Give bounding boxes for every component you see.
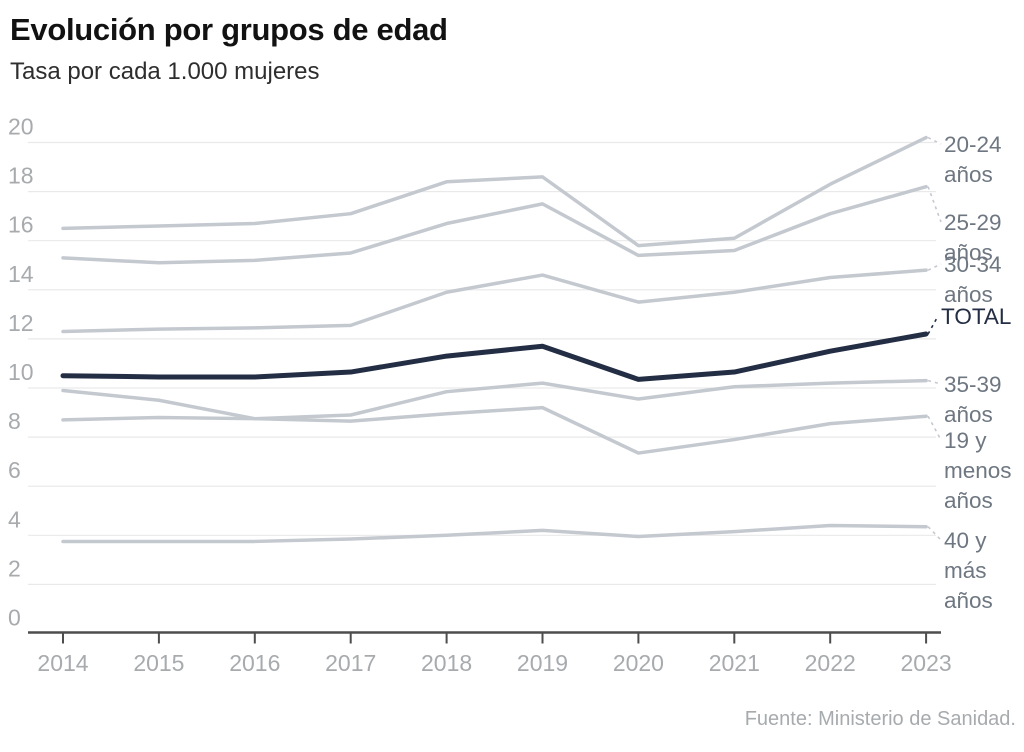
x-tick-label: 2015 [133,650,184,676]
series-label-25-29-a-os: 25-29 [944,210,1002,235]
x-tick-label: 2016 [229,650,280,676]
y-tick-label: 6 [8,457,21,483]
label-connector-20-24-a-os [927,136,942,145]
x-tick-label: 2020 [613,650,664,676]
y-tick-label: 20 [8,114,34,140]
series-label-35-39-a-os: 35-39 [944,372,1002,397]
series-label-20-24-a-os: 20-24 [944,132,1002,157]
series-label-40-y-m-s-a-os: años [944,588,993,613]
series-line-25-29-a-os [61,184,928,265]
label-connector-35-39-a-os [927,379,942,385]
x-tick-label: 2019 [517,650,568,676]
y-tick-label: 0 [8,605,21,631]
y-tick-label: 10 [8,359,34,385]
source-credit: Fuente: Ministerio de Sanidad. [744,708,1016,730]
series-line-total [60,331,929,382]
y-tick-label: 4 [8,506,21,532]
y-tick-label: 12 [8,310,34,336]
x-tick-label: 2014 [37,650,88,676]
series-label-40-y-m-s-a-os: 40 y [944,528,987,553]
label-connector-total [927,315,939,335]
series-label-19-y-menos-a-os: 19 y [944,428,987,453]
series-label-40-y-m-s-a-os: más [944,558,987,583]
y-tick-label: 14 [8,261,34,287]
y-tick-label: 18 [8,163,34,189]
series-line-35-39-a-os [61,378,928,422]
chart-subtitle: Tasa por cada 1.000 mujeres [10,58,320,85]
x-tick-label: 2022 [805,650,856,676]
label-connector-30-34-a-os [927,263,942,271]
series-line-20-24-a-os [61,135,928,248]
label-connector-19-y-menos-a-os [927,415,942,441]
series-label-25-29-a-os: años [944,240,993,265]
chart-title: Evolución por grupos de edad [10,12,448,47]
series-line-30-34-a-os [61,268,928,334]
series-line-40-y-m-s-a-os [61,523,928,544]
y-tick-label: 16 [8,212,34,238]
label-connector-40-y-m-s-a-os [927,526,942,541]
series-label-30-34-a-os: años [944,282,993,307]
series-label-35-39-a-os: años [944,402,993,427]
series-label-20-24-a-os: años [944,162,993,187]
series-label-19-y-menos-a-os: menos [944,458,1012,483]
x-tick-label: 2021 [709,650,760,676]
series-label-total: TOTAL [941,304,1011,329]
y-tick-label: 2 [8,555,21,581]
x-tick-label: 2023 [901,650,952,676]
series-line-19-y-menos-a-os [61,388,928,455]
series-label-19-y-menos-a-os: años [944,488,993,513]
x-tick-label: 2017 [325,650,376,676]
y-tick-label: 8 [8,408,21,434]
x-tick-label: 2018 [421,650,472,676]
series-label-30-34-a-os: 30-34 [944,252,1002,277]
